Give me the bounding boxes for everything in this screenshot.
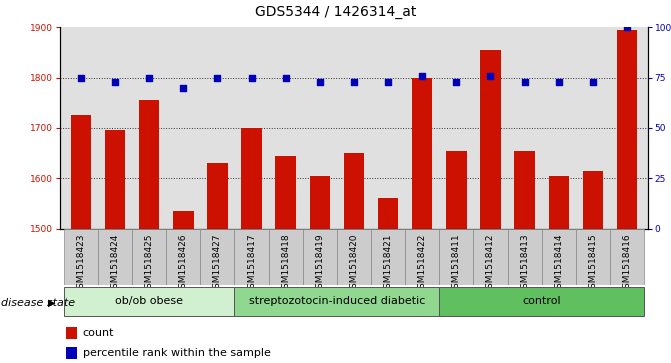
Text: GSM1518416: GSM1518416 [623, 233, 631, 294]
Point [178, 85, 189, 90]
Point [144, 75, 154, 81]
Text: GSM1518415: GSM1518415 [588, 233, 597, 294]
Bar [173, 211, 193, 229]
Text: GSM1518413: GSM1518413 [520, 233, 529, 294]
FancyBboxPatch shape [64, 229, 98, 285]
Point [349, 79, 360, 85]
Text: GSM1518412: GSM1518412 [486, 233, 495, 294]
FancyBboxPatch shape [576, 229, 610, 285]
Bar [70, 115, 91, 229]
Bar [344, 153, 364, 229]
FancyBboxPatch shape [337, 229, 371, 285]
Text: GSM1518414: GSM1518414 [554, 233, 563, 294]
Point [451, 79, 462, 85]
FancyBboxPatch shape [64, 287, 234, 316]
Text: GSM1518427: GSM1518427 [213, 233, 222, 294]
Bar [548, 176, 569, 229]
Point [554, 79, 564, 85]
FancyBboxPatch shape [507, 229, 541, 285]
FancyBboxPatch shape [268, 229, 303, 285]
Text: GSM1518419: GSM1518419 [315, 233, 324, 294]
Point [246, 75, 257, 81]
FancyBboxPatch shape [541, 229, 576, 285]
Point [485, 73, 496, 78]
FancyBboxPatch shape [371, 229, 405, 285]
Text: disease state: disease state [1, 298, 75, 308]
FancyBboxPatch shape [166, 229, 201, 285]
Point [212, 75, 223, 81]
Text: GSM1518421: GSM1518421 [384, 233, 393, 294]
Text: GDS5344 / 1426314_at: GDS5344 / 1426314_at [255, 5, 416, 20]
Text: ▶: ▶ [48, 298, 56, 308]
Text: ob/ob obese: ob/ob obese [115, 296, 183, 306]
Bar [242, 128, 262, 229]
Bar [412, 78, 433, 229]
Bar [275, 156, 296, 229]
Text: GSM1518424: GSM1518424 [111, 233, 119, 294]
FancyBboxPatch shape [98, 229, 132, 285]
Bar [480, 50, 501, 229]
FancyBboxPatch shape [201, 229, 234, 285]
Bar [378, 199, 399, 229]
FancyBboxPatch shape [440, 287, 644, 316]
Bar [139, 100, 160, 229]
Text: streptozotocin-induced diabetic: streptozotocin-induced diabetic [249, 296, 425, 306]
Point [417, 73, 427, 78]
Point [109, 79, 120, 85]
Text: GSM1518423: GSM1518423 [76, 233, 85, 294]
Point [76, 75, 87, 81]
Point [382, 79, 393, 85]
Bar [515, 151, 535, 229]
Bar [207, 163, 227, 229]
Text: percentile rank within the sample: percentile rank within the sample [83, 348, 270, 358]
Point [315, 79, 325, 85]
Point [280, 75, 291, 81]
Text: GSM1518418: GSM1518418 [281, 233, 290, 294]
Point [588, 79, 599, 85]
Text: control: control [523, 296, 561, 306]
Text: GSM1518426: GSM1518426 [178, 233, 188, 294]
Bar [617, 30, 637, 229]
FancyBboxPatch shape [132, 229, 166, 285]
Bar [66, 347, 76, 359]
Text: count: count [83, 328, 114, 338]
Bar [582, 171, 603, 229]
FancyBboxPatch shape [610, 229, 644, 285]
Text: GSM1518425: GSM1518425 [145, 233, 154, 294]
Text: GSM1518420: GSM1518420 [350, 233, 358, 294]
Text: GSM1518411: GSM1518411 [452, 233, 461, 294]
Point [621, 24, 632, 30]
FancyBboxPatch shape [474, 229, 507, 285]
Point [519, 79, 530, 85]
Bar [66, 327, 76, 339]
FancyBboxPatch shape [405, 229, 440, 285]
Text: GSM1518417: GSM1518417 [247, 233, 256, 294]
Text: GSM1518422: GSM1518422 [418, 233, 427, 294]
FancyBboxPatch shape [440, 229, 474, 285]
FancyBboxPatch shape [303, 229, 337, 285]
FancyBboxPatch shape [234, 287, 440, 316]
Bar [105, 130, 125, 229]
Bar [309, 176, 330, 229]
Bar [446, 151, 466, 229]
FancyBboxPatch shape [234, 229, 268, 285]
